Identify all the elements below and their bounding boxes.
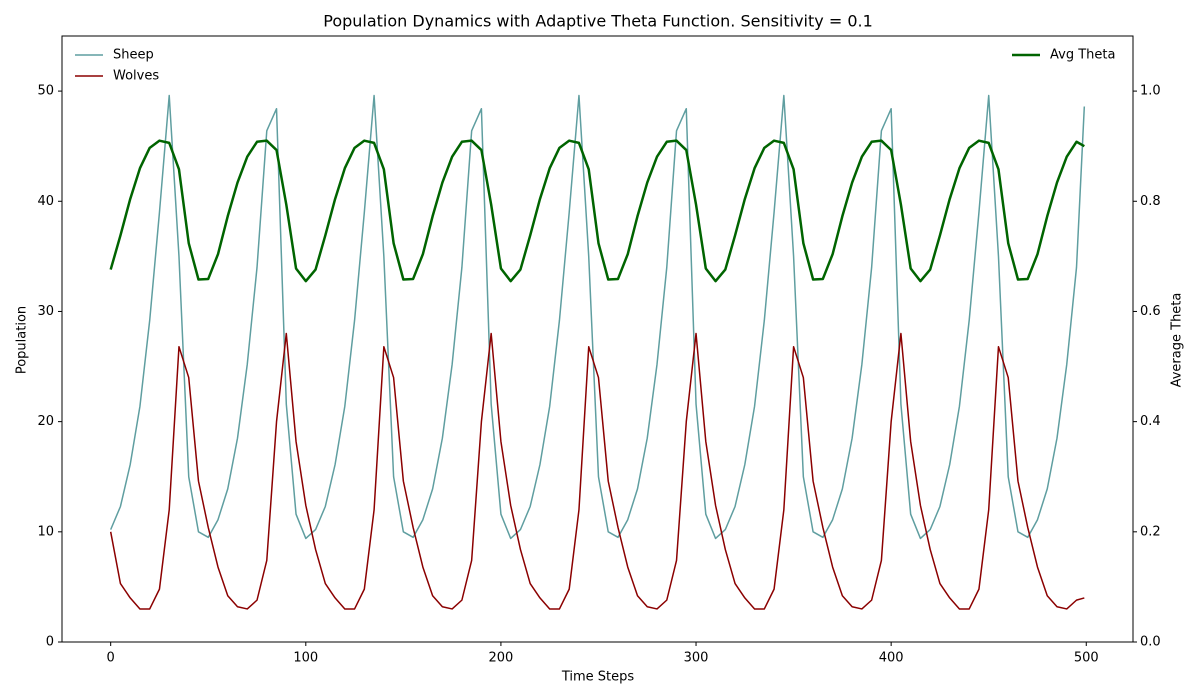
y-tick-label: 10 <box>37 524 54 539</box>
y-tick-label: 30 <box>37 304 54 319</box>
x-axis-label: Time Steps <box>561 670 635 685</box>
x-tick-label: 400 <box>879 651 904 666</box>
x-tick-label: 500 <box>1074 651 1099 666</box>
x-tick-label: 0 <box>107 651 115 666</box>
y-tick-label: 20 <box>37 414 54 429</box>
y2-tick-label: 1.0 <box>1140 84 1161 99</box>
x-tick-label: 300 <box>684 651 709 666</box>
y2-tick-label: 0.2 <box>1140 524 1161 539</box>
y2-axis-label: Average Theta <box>1170 293 1185 388</box>
series-line <box>109 332 1085 610</box>
legend-label: Avg Theta <box>1050 48 1115 63</box>
y2-tick-label: 0.4 <box>1140 414 1161 429</box>
y-tick-label: 50 <box>37 84 54 99</box>
series-line <box>109 94 1086 540</box>
legend-label: Wolves <box>113 69 159 84</box>
y2-tick-label: 0.8 <box>1140 194 1161 209</box>
chart-title: Population Dynamics with Adaptive Theta … <box>323 12 873 31</box>
plot-frame <box>61 35 1134 643</box>
y-axis-label: Population <box>15 306 30 374</box>
x-tick-label: 100 <box>293 651 318 666</box>
x-tick-label: 200 <box>489 651 514 666</box>
y2-tick-label: 0.6 <box>1140 304 1161 319</box>
legend-label: Sheep <box>113 48 154 63</box>
y-tick-label: 40 <box>37 194 54 209</box>
y-tick-label: 0 <box>46 635 54 650</box>
series-line <box>109 139 1085 283</box>
y2-tick-label: 0.0 <box>1140 635 1161 650</box>
